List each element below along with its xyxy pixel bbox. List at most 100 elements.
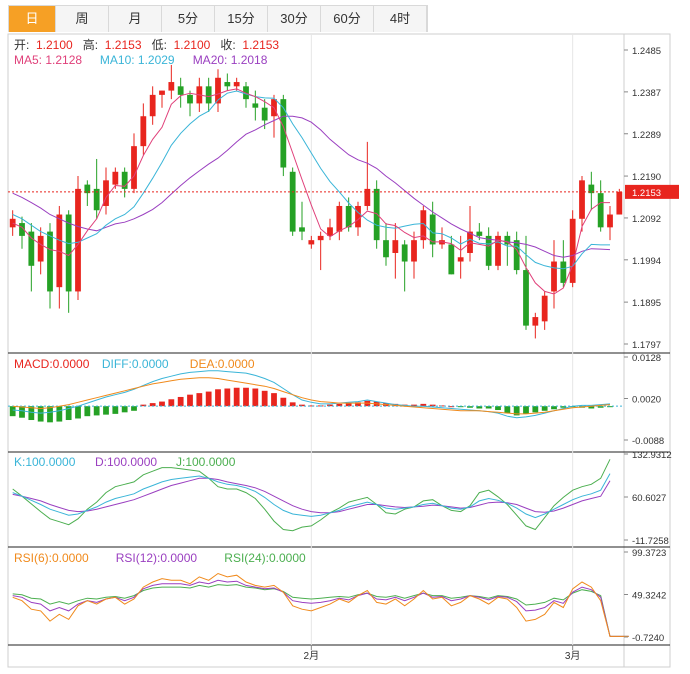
candle-body-13: [131, 146, 137, 189]
candle-body-62: [588, 184, 595, 194]
candle-body-3: [37, 235, 44, 262]
candle-body-21: [205, 86, 212, 104]
price-label-7: 1.1797: [632, 340, 661, 351]
macd-bar-9: [93, 406, 100, 416]
kdj-j-line: [12, 459, 611, 532]
macd-bar-7: [75, 406, 81, 419]
candle-body-52: [495, 235, 501, 266]
macd-bar-28: [271, 393, 277, 407]
candle-body-0: [9, 218, 16, 228]
macd-bar-10: [103, 406, 109, 415]
macd-bar-6: [65, 406, 72, 421]
macd-bar-63: [597, 406, 604, 408]
kdj-k-line: [12, 473, 611, 519]
candle-body-16: [159, 90, 165, 95]
quote-value-2: 1.2100: [174, 38, 211, 52]
macd-bar-18: [177, 396, 184, 407]
tab-6[interactable]: 60分: [321, 6, 374, 32]
tab-3[interactable]: 5分: [162, 6, 215, 32]
candle-body-17: [168, 82, 175, 91]
macd-bar-15: [149, 403, 156, 407]
price-label-0: 1.2485: [632, 46, 661, 57]
candle-body-45: [429, 214, 436, 245]
candle-body-1: [19, 223, 25, 236]
last-price-badge: [625, 184, 679, 199]
quote-label-1: 高:: [83, 37, 98, 52]
price-label-4: 1.2092: [632, 214, 661, 225]
macd-bar-26: [252, 388, 259, 407]
macd-bar-31: [299, 404, 305, 407]
macd-bar-43: [411, 404, 417, 407]
rsi-tick-label-1: 49.3242: [632, 590, 666, 601]
quote-label-3: 收:: [220, 38, 235, 52]
candle-body-51: [485, 235, 492, 266]
macd-tick-label-1: 0.0020: [632, 395, 661, 406]
ma-legend-0: MA5: 1.2128: [14, 53, 82, 67]
tab-7[interactable]: 4时: [374, 6, 427, 32]
candle-body-42: [401, 244, 408, 262]
macd-bar-23: [224, 388, 231, 407]
macd-bar-45: [429, 404, 436, 407]
candle-body-44: [420, 210, 427, 241]
price-label-6: 1.1895: [632, 298, 661, 309]
candle-body-64: [607, 214, 613, 228]
macd-bar-0: [9, 406, 16, 417]
candle-body-11: [112, 171, 119, 185]
quote-label-2: 低:: [152, 38, 167, 52]
candle-body-38: [364, 188, 371, 206]
tab-4[interactable]: 15分: [215, 6, 268, 32]
macd-bar-21: [205, 391, 212, 407]
macd-bar-20: [196, 393, 203, 407]
macd-bar-54: [513, 406, 520, 416]
macd-bar-30: [289, 402, 296, 407]
ma5-line: [12, 88, 610, 295]
kdj-d-line: [12, 477, 611, 514]
price-label-1: 1.2387: [632, 88, 661, 99]
ma10-line: [12, 90, 610, 270]
rsi-tick-label-2: -0.7240: [632, 633, 664, 644]
tab-5[interactable]: 30分: [268, 6, 321, 32]
macd-bar-27: [261, 390, 268, 407]
last-price-label: 1.2153: [632, 188, 661, 199]
kdj-legend-1: D:100.0000: [95, 455, 157, 469]
candle-body-26: [252, 103, 259, 108]
macd-legend-0: MACD:0.0000: [14, 357, 90, 371]
rsi-legend-1: RSI(12):0.0000: [116, 551, 198, 565]
ma-legend-2: MA20: 1.2018: [193, 53, 268, 67]
candle-body-18: [177, 86, 184, 95]
macd-bar-37: [355, 402, 361, 407]
macd-bar-8: [84, 406, 91, 417]
candle-body-55: [523, 270, 529, 326]
tab-0[interactable]: 日: [9, 6, 56, 32]
quote-value-3: 1.2153: [242, 38, 279, 52]
kdj-tick-label-0: 132.9312: [632, 450, 672, 461]
macd-bar-14: [140, 404, 147, 407]
period-tabs: 日周月 5分 15分 30分 60分 4时: [8, 5, 428, 32]
rsi12-line: [12, 579, 629, 637]
quote-value-1: 1.2153: [105, 38, 142, 52]
candle-body-22: [215, 77, 221, 104]
macd-bar-12: [121, 406, 128, 413]
candle-body-59: [560, 261, 567, 283]
tab-1[interactable]: 周: [56, 6, 109, 32]
candle-body-56: [532, 317, 539, 326]
candle-body-50: [476, 231, 483, 236]
macd-bar-11: [112, 406, 119, 414]
kdj-tick-label-1: 60.6027: [632, 493, 666, 504]
quote-value-0: 1.2100: [36, 38, 73, 52]
macd-bar-2: [28, 406, 35, 421]
macd-bar-34: [327, 404, 333, 407]
macd-bar-58: [551, 406, 557, 410]
candle-body-7: [75, 188, 81, 292]
candle-body-32: [308, 240, 315, 245]
candle-body-39: [373, 188, 380, 241]
macd-bar-22: [215, 389, 221, 407]
chart-frame: [7, 33, 671, 668]
candle-body-47: [448, 244, 455, 275]
ma20-line: [12, 115, 611, 258]
candle-body-4: [47, 231, 53, 292]
month-label-0: 2月: [304, 650, 320, 662]
tab-2[interactable]: 月: [109, 6, 162, 32]
quote-label-0: 开:: [14, 38, 29, 52]
